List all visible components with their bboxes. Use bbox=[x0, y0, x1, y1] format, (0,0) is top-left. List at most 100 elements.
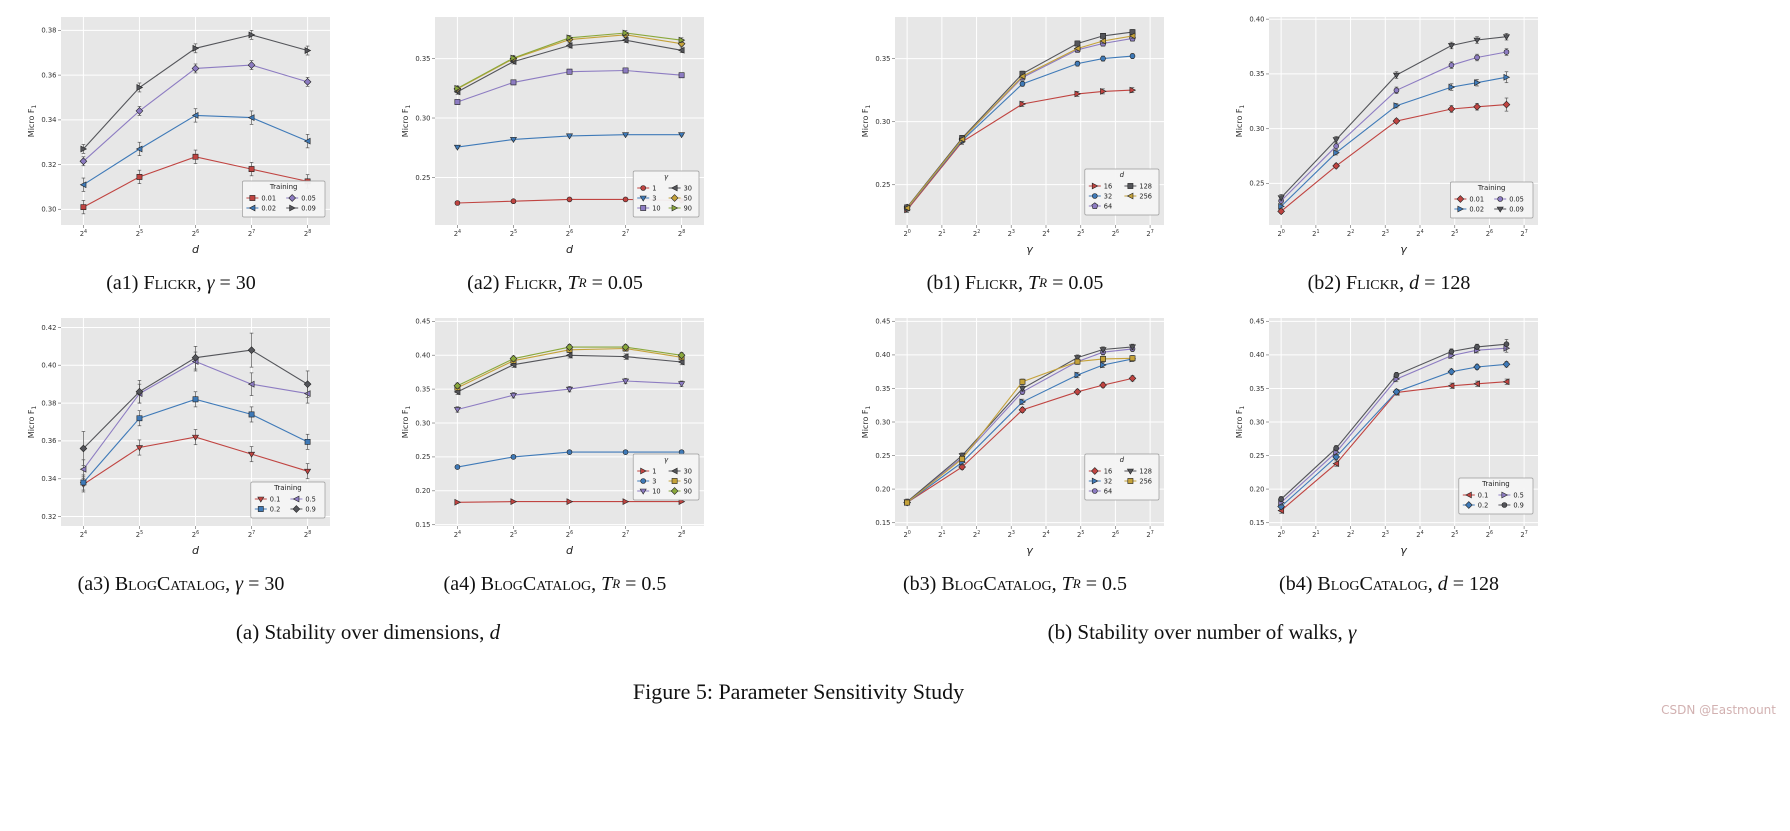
svg-text:256: 256 bbox=[1139, 192, 1152, 200]
subcaption-a4-sep: , bbox=[591, 572, 602, 595]
subcaption-b1-dataset: Flickr bbox=[964, 271, 1019, 294]
svg-text:23: 23 bbox=[1008, 229, 1015, 238]
svg-text:50: 50 bbox=[684, 194, 692, 202]
svg-text:27: 27 bbox=[248, 530, 255, 539]
svg-text:Micro F1: Micro F1 bbox=[401, 406, 412, 439]
chart-b1: 0.25 0.30 0.35 20 21 22 23 24 25 26 27 Micro F1 γ d 16… bbox=[859, 10, 1171, 255]
subcaption-b3-subscript: R bbox=[1072, 576, 1081, 591]
svg-text:0.30: 0.30 bbox=[1249, 125, 1264, 133]
figure-caption: Figure 5: Parameter Sensitivity Study bbox=[632, 679, 965, 704]
subcaption-b4-index: (b4) bbox=[1279, 572, 1318, 595]
svg-text:0.30: 0.30 bbox=[41, 206, 56, 214]
subfigure-a3: 0.32 0.34 0.36 0.38 0.40 0.42 24 25 26 27 28 Micro … bbox=[25, 311, 337, 612]
svg-text:d: d bbox=[566, 544, 574, 556]
svg-text:27: 27 bbox=[622, 229, 629, 238]
svg-text:0.5: 0.5 bbox=[305, 495, 316, 503]
subfigure-a1: 0.30 0.32 0.34 0.36 0.38 24 25 26 27 28 Micro F1 d T… bbox=[25, 10, 337, 311]
subcaption-b4-var: d bbox=[1437, 572, 1448, 595]
svg-text:20: 20 bbox=[903, 530, 910, 539]
subcaption-a4-subscript: R bbox=[612, 576, 621, 591]
subcaption-a1-dataset: Flickr bbox=[143, 271, 197, 294]
svg-text:22: 22 bbox=[973, 229, 980, 238]
svg-text:Micro F1: Micro F1 bbox=[1235, 105, 1246, 138]
svg-text:Micro F1: Micro F1 bbox=[861, 406, 872, 439]
svg-text:28: 28 bbox=[678, 530, 685, 539]
subcaption-b3-var: T bbox=[1061, 572, 1073, 595]
svg-text:Training: Training bbox=[1481, 480, 1510, 488]
svg-text:0.15: 0.15 bbox=[415, 521, 430, 529]
svg-text:24: 24 bbox=[1042, 530, 1049, 539]
svg-text:22: 22 bbox=[973, 530, 980, 539]
subcaption-b4-sep: , bbox=[1427, 572, 1438, 595]
svg-text:21: 21 bbox=[938, 229, 945, 238]
svg-text:24: 24 bbox=[1416, 229, 1423, 238]
svg-text:28: 28 bbox=[304, 229, 311, 238]
svg-text:0.35: 0.35 bbox=[875, 55, 890, 63]
group-caption-b: (b) Stability over number of walks, γ bbox=[859, 620, 1545, 645]
svg-text:27: 27 bbox=[622, 530, 629, 539]
svg-text:64: 64 bbox=[1104, 202, 1112, 210]
svg-text:0.35: 0.35 bbox=[415, 385, 430, 393]
group-caption-b-var: γ bbox=[1348, 620, 1357, 644]
chart-groups: 0.30 0.32 0.34 0.36 0.38 24 25 26 27 28 Micro F1 d T… bbox=[25, 10, 1572, 645]
group-a: 0.30 0.32 0.34 0.36 0.38 24 25 26 27 28 Micro F1 d T… bbox=[25, 10, 711, 645]
subfigure-b3: 0.15 0.20 0.25 0.30 0.35 0.40 0.45 20 21 22 23 24 25… bbox=[859, 311, 1171, 612]
svg-text:d: d bbox=[1120, 456, 1125, 464]
subcaption-b2-dataset: Flickr bbox=[1345, 271, 1400, 294]
svg-text:0.9: 0.9 bbox=[1513, 501, 1524, 509]
svg-text:1: 1 bbox=[652, 467, 656, 475]
svg-text:22: 22 bbox=[1347, 530, 1354, 539]
svg-text:0.36: 0.36 bbox=[41, 71, 56, 79]
subcaption-a3-index: (a3) bbox=[77, 572, 115, 595]
svg-text:32: 32 bbox=[1104, 192, 1112, 200]
svg-text:20: 20 bbox=[1277, 530, 1284, 539]
svg-text:26: 26 bbox=[1112, 530, 1119, 539]
subcaption-b1-subscript: R bbox=[1039, 275, 1048, 290]
svg-text:0.32: 0.32 bbox=[41, 161, 56, 169]
subcaption-a2-index: (a2) bbox=[467, 271, 505, 294]
svg-text:0.25: 0.25 bbox=[875, 452, 890, 460]
svg-text:Micro F1: Micro F1 bbox=[27, 406, 38, 439]
svg-text:0.15: 0.15 bbox=[875, 519, 890, 527]
subfigure-a2: 0.25 0.30 0.35 24 25 26 27 28 Micro F1 d γ 1 3 10 30 50… bbox=[399, 10, 711, 311]
svg-text:Micro F1: Micro F1 bbox=[401, 105, 412, 138]
svg-text:0.01: 0.01 bbox=[261, 194, 276, 202]
svg-text:3: 3 bbox=[652, 194, 656, 202]
subfigure-a4: 0.15 0.20 0.25 0.30 0.35 0.40 0.45 24 25 26 27 28 Mi… bbox=[399, 311, 711, 612]
svg-text:0.02: 0.02 bbox=[1469, 205, 1484, 213]
svg-text:0.05: 0.05 bbox=[301, 194, 316, 202]
svg-text:0.09: 0.09 bbox=[301, 204, 316, 212]
svg-text:0.15: 0.15 bbox=[1249, 519, 1264, 527]
subcaption-a1: (a1) Flickr, γ = 30 bbox=[25, 255, 337, 311]
svg-text:26: 26 bbox=[566, 530, 573, 539]
svg-text:21: 21 bbox=[1312, 229, 1319, 238]
svg-text:25: 25 bbox=[1451, 229, 1458, 238]
svg-text:Micro F1: Micro F1 bbox=[27, 105, 38, 138]
svg-text:25: 25 bbox=[510, 229, 517, 238]
subcaption-b4-value: = 128 bbox=[1447, 572, 1499, 595]
svg-text:32: 32 bbox=[1104, 477, 1112, 485]
svg-text:γ: γ bbox=[1400, 243, 1407, 255]
subcaption-b3-dataset: BlogCatalog bbox=[941, 572, 1052, 595]
chart-a4: 0.15 0.20 0.25 0.30 0.35 0.40 0.45 24 25 26 27 28 Mi… bbox=[399, 311, 711, 556]
svg-text:25: 25 bbox=[1077, 530, 1084, 539]
svg-text:0.2: 0.2 bbox=[1478, 501, 1489, 509]
svg-text:Training: Training bbox=[1477, 184, 1506, 192]
svg-text:0.9: 0.9 bbox=[305, 505, 316, 513]
subcaption-b3-sep: , bbox=[1051, 572, 1062, 595]
group-caption-a: (a) Stability over dimensions, d bbox=[25, 620, 711, 645]
subcaption-b1-sep: , bbox=[1018, 271, 1029, 294]
subcaption-a1-value: = 30 bbox=[214, 271, 256, 294]
subcaption-b2: (b2) Flickr, d = 128 bbox=[1233, 255, 1545, 311]
svg-text:d: d bbox=[192, 544, 200, 556]
subcaption-a3: (a3) BlogCatalog, γ = 30 bbox=[25, 556, 337, 612]
svg-text:27: 27 bbox=[1146, 530, 1153, 539]
svg-text:γ: γ bbox=[1026, 544, 1033, 556]
subcaption-a2-var: T bbox=[567, 271, 579, 294]
svg-text:0.30: 0.30 bbox=[415, 114, 430, 122]
subcaption-b2-index: (b2) bbox=[1307, 271, 1346, 294]
svg-text:27: 27 bbox=[1520, 229, 1527, 238]
svg-text:0.45: 0.45 bbox=[1249, 318, 1264, 326]
